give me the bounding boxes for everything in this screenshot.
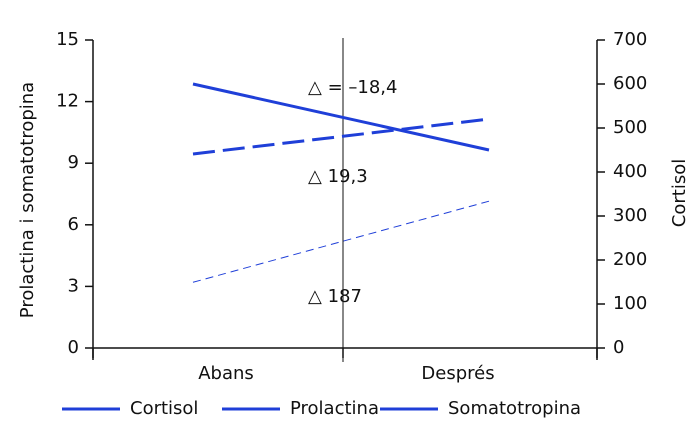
y-tick-label: 9: [68, 152, 79, 173]
legend-label: Prolactina: [290, 398, 379, 419]
y-tick-label: 15: [56, 29, 79, 50]
annotation: △ = –18,4: [308, 77, 397, 98]
x-tick-label: Després: [421, 363, 494, 384]
y-tick-label: 12: [56, 91, 79, 112]
legend-label: Somatotropina: [448, 398, 581, 419]
y2-tick-label: 700: [613, 29, 647, 50]
y2-tick-label: 600: [613, 73, 647, 94]
y-label: Prolactina i somatotropina: [17, 82, 38, 318]
series-line: [192, 117, 490, 156]
y2-tick-label: 0: [613, 337, 624, 358]
y2-tick-label: 100: [613, 293, 647, 314]
y2-tick-label: 300: [613, 205, 647, 226]
annotation: △ 19,3: [308, 166, 368, 187]
annotation: △ 187: [308, 286, 362, 307]
series-line: [192, 200, 490, 283]
y-tick-label: 0: [68, 337, 79, 358]
y2-tick-label: 500: [613, 117, 647, 138]
series-line: [192, 82, 490, 152]
y-tick-label: 6: [68, 214, 79, 235]
y2-tick-label: 400: [613, 161, 647, 182]
y2-tick-label: 200: [613, 249, 647, 270]
y-tick-label: 3: [68, 275, 79, 296]
legend-label: Cortisol: [130, 398, 198, 419]
y2-label: Cortisol: [669, 159, 690, 227]
x-tick-label: Abans: [198, 363, 254, 384]
